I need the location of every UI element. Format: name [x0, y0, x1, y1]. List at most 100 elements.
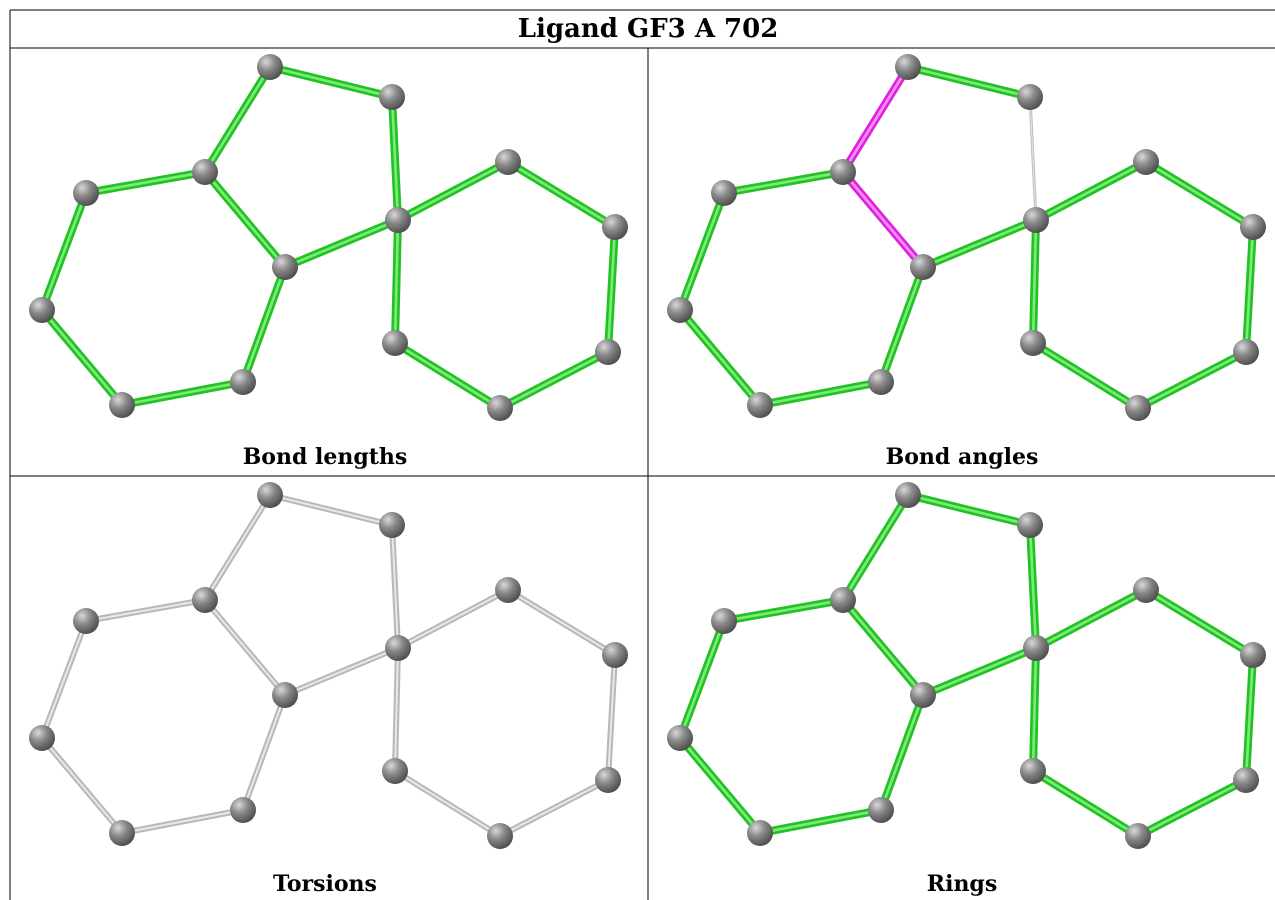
- atom: [747, 820, 773, 846]
- atom: [830, 587, 856, 613]
- atom: [1240, 214, 1266, 240]
- bond-highlight: [1146, 162, 1253, 227]
- atom: [495, 577, 521, 603]
- figure: Ligand GF3 A 702 Bond lengths Bond angle…: [0, 0, 1275, 900]
- title: Ligand GF3 A 702: [518, 14, 779, 44]
- atom: [747, 392, 773, 418]
- atom: [192, 587, 218, 613]
- bond-highlight: [500, 352, 608, 408]
- bond-highlight: [680, 310, 760, 405]
- atom: [711, 180, 737, 206]
- bond-highlight: [42, 310, 122, 405]
- atom: [272, 682, 298, 708]
- bond-highlight: [86, 172, 205, 193]
- bond-highlight: [205, 600, 285, 695]
- atom: [385, 635, 411, 661]
- atom: [895, 482, 921, 508]
- bond-highlight: [1036, 590, 1146, 648]
- bond-highlight: [1138, 780, 1246, 836]
- atom: [711, 608, 737, 634]
- atom: [667, 297, 693, 323]
- atom: [830, 159, 856, 185]
- bond-highlight: [205, 495, 270, 600]
- atom: [382, 758, 408, 784]
- bond-highlight: [500, 780, 608, 836]
- bond-highlight: [680, 193, 724, 310]
- bond-highlight: [42, 193, 86, 310]
- bond-highlight: [1036, 162, 1146, 220]
- atom: [1233, 339, 1259, 365]
- atom: [895, 54, 921, 80]
- bond-highlight: [395, 343, 500, 408]
- atom: [382, 330, 408, 356]
- bond-highlight: [680, 621, 724, 738]
- bond-highlight: [398, 162, 508, 220]
- bond-highlight: [843, 172, 923, 267]
- bond-highlight: [508, 162, 615, 227]
- bond-highlight: [395, 771, 500, 836]
- atom: [29, 297, 55, 323]
- bond-highlight: [843, 67, 908, 172]
- atom: [495, 149, 521, 175]
- atom: [910, 682, 936, 708]
- bond-highlight: [270, 495, 392, 525]
- atom: [1023, 635, 1049, 661]
- bond-highlight: [680, 738, 760, 833]
- atom: [1240, 642, 1266, 668]
- atom: [109, 820, 135, 846]
- atom: [602, 214, 628, 240]
- atom: [602, 642, 628, 668]
- atom: [385, 207, 411, 233]
- bond-highlight: [285, 220, 398, 267]
- atom: [272, 254, 298, 280]
- atom: [595, 767, 621, 793]
- atom: [109, 392, 135, 418]
- atom: [1023, 207, 1049, 233]
- atom: [1017, 512, 1043, 538]
- atom: [29, 725, 55, 751]
- bond-highlight: [285, 648, 398, 695]
- atom: [1233, 767, 1259, 793]
- atom: [487, 395, 513, 421]
- bond-highlight: [724, 600, 843, 621]
- bond-highlight: [122, 810, 243, 833]
- atom: [73, 608, 99, 634]
- atom: [868, 369, 894, 395]
- bond-highlight: [908, 67, 1030, 97]
- bond-highlight: [398, 590, 508, 648]
- bond-highlight: [881, 267, 923, 382]
- atom: [1125, 395, 1151, 421]
- atom: [1125, 823, 1151, 849]
- bond-highlight: [243, 695, 285, 810]
- bond-highlight: [122, 382, 243, 405]
- atom: [1133, 577, 1159, 603]
- bond-highlight: [760, 810, 881, 833]
- atom: [379, 512, 405, 538]
- bond-highlight: [1030, 97, 1036, 220]
- atom: [487, 823, 513, 849]
- bond-highlight: [205, 172, 285, 267]
- atom: [667, 725, 693, 751]
- bond-highlight: [1138, 352, 1246, 408]
- atom: [230, 797, 256, 823]
- bond-highlight: [270, 67, 392, 97]
- bond-highlight: [86, 600, 205, 621]
- bond-highlight: [881, 695, 923, 810]
- bond-highlight: [724, 172, 843, 193]
- bond-highlight: [923, 220, 1036, 267]
- bond-highlight: [760, 382, 881, 405]
- atom: [1020, 758, 1046, 784]
- atom: [257, 482, 283, 508]
- atom: [595, 339, 621, 365]
- atom: [1133, 149, 1159, 175]
- bond-highlight: [843, 600, 923, 695]
- atom: [73, 180, 99, 206]
- atom: [1017, 84, 1043, 110]
- atom: [379, 84, 405, 110]
- atom: [192, 159, 218, 185]
- atom: [230, 369, 256, 395]
- bond-highlight: [1146, 590, 1253, 655]
- bond-highlight: [1033, 343, 1138, 408]
- bond-highlight: [908, 495, 1030, 525]
- bond-highlight: [508, 590, 615, 655]
